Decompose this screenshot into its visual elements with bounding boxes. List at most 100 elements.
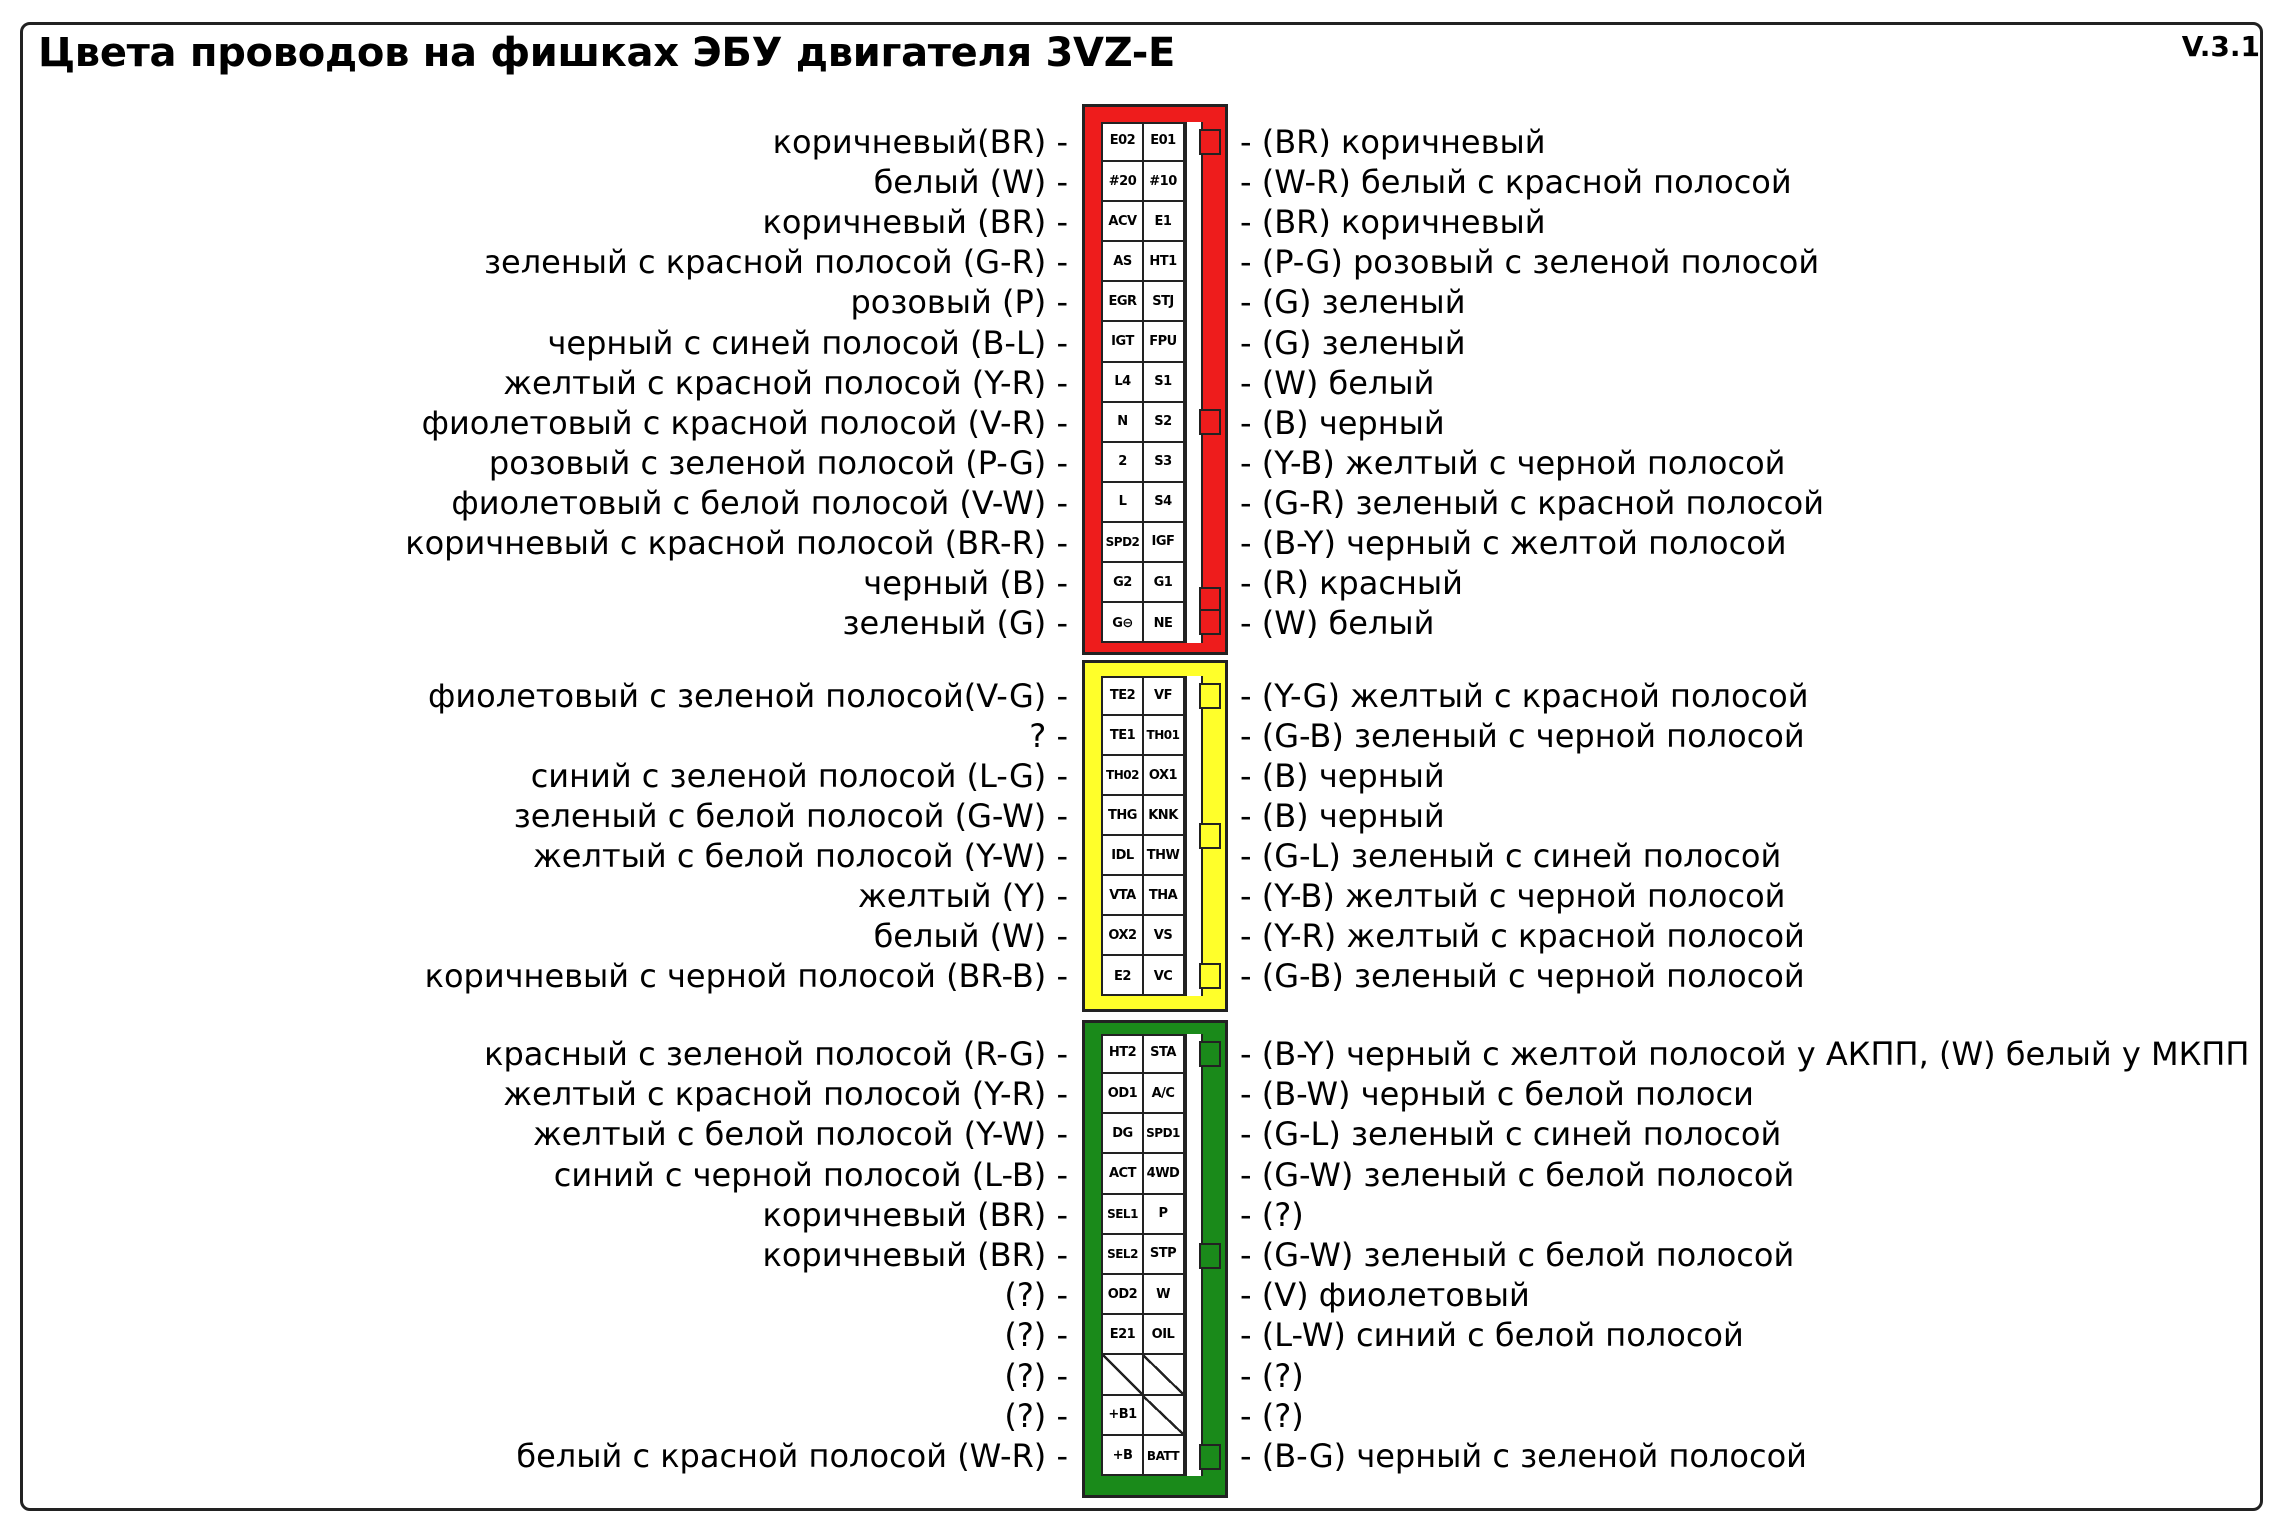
pin-cell: G2: [1103, 563, 1144, 604]
pin-cell: S4: [1143, 483, 1183, 523]
wire-color-label-left: белый (W) -: [873, 917, 1068, 955]
wire-color-label-left: коричневый (BR) -: [762, 1236, 1069, 1274]
pin-cell: G⊖: [1103, 603, 1144, 644]
wire-color-label-right: - (W-R) белый с красной полосой: [1240, 163, 1792, 202]
diagram-frame: [20, 22, 2263, 1511]
pin-cell: E1: [1143, 202, 1183, 243]
pin-cell: IDL: [1103, 836, 1144, 876]
pin-cell: OD1: [1103, 1074, 1144, 1115]
wire-color-label-right: - (G-L) зеленый с синей полосой: [1240, 1115, 1782, 1154]
wire-color-label-right: - (B-Y) черный с желтой полосой у АКПП, …: [1240, 1035, 2250, 1073]
wire-color-label-right: - (B) черный: [1240, 403, 1445, 442]
pin-grid: HT2 STA OD1 A/C DG SPD1 ACT 4WD SEL1 P SEL2 STP OD2 W…: [1101, 1033, 1185, 1477]
wire-color-label-left: (?) -: [1004, 1276, 1068, 1315]
connector-key-notch: [1199, 1041, 1221, 1067]
version-label: V.3.1: [2181, 30, 2260, 63]
wire-color-label-left: синий с черной полосой (L-B) -: [553, 1155, 1068, 1194]
wire-color-label-left: белый (W) -: [873, 163, 1068, 202]
connector-key-notch: [1199, 683, 1221, 709]
pin-cell: E2: [1103, 956, 1144, 996]
pin-cell: +B: [1103, 1435, 1144, 1477]
pin-cell: VTA: [1103, 876, 1144, 916]
wire-color-label-right: - (G-L) зеленый с синей полосой: [1240, 837, 1782, 875]
pin-cell: A/C: [1143, 1074, 1183, 1115]
pin-cell: AS: [1103, 242, 1144, 283]
pin-cell: ACV: [1103, 202, 1144, 243]
wire-color-label-right: - (G-R) зеленый с красной полосой: [1240, 483, 1825, 522]
pin-cell: HT2: [1103, 1033, 1144, 1075]
pin-cell: S3: [1143, 443, 1183, 483]
wire-color-label-right: - (G-W) зеленый с белой полосой: [1240, 1236, 1795, 1274]
wire-color-label-right: - (G) зеленый: [1240, 323, 1466, 362]
wire-color-label-left: зеленый с белой полосой (G-W) -: [513, 797, 1068, 835]
pin-cell: DG: [1103, 1114, 1144, 1155]
pin-cell: THG: [1103, 796, 1144, 836]
connector-latch-rail: [1185, 121, 1203, 644]
wire-color-label-right: - (?): [1240, 1396, 1304, 1435]
wire-color-label-right: - (V) фиолетовый: [1240, 1276, 1530, 1315]
wire-color-label-left: зеленый (G) -: [842, 604, 1068, 643]
pin-cell: E01: [1143, 122, 1183, 163]
pin-cell: KNK: [1143, 796, 1183, 836]
wire-color-label-left: коричневый (BR) -: [762, 203, 1069, 242]
pin-unused: [1143, 1395, 1183, 1436]
wire-color-label-left: желтый с красной полосой (Y-R) -: [503, 1075, 1068, 1114]
wire-color-label-right: - (B-W) черный с белой полоси: [1240, 1075, 1754, 1114]
pin-cell: E02: [1103, 121, 1144, 163]
wire-color-label-left: коричневый (BR) -: [762, 1195, 1069, 1234]
pin-cell: FPU: [1143, 322, 1183, 363]
wire-color-label-left: (?) -: [1004, 1356, 1068, 1395]
wire-color-label-left: синий с зеленой полосой (L-G) -: [530, 757, 1068, 795]
pin-cell: OX1: [1143, 756, 1183, 796]
pin-cell: NE: [1153, 615, 1173, 631]
pin-cell: SEL1: [1103, 1194, 1144, 1235]
pin-cell: STP: [1143, 1235, 1183, 1276]
wire-color-label-left: желтый с белой полосой (Y-W) -: [532, 1115, 1068, 1154]
wire-color-label-right: - (B-Y) черный с желтой полосой: [1240, 524, 1787, 562]
wire-color-label-right: - (R) красный: [1240, 564, 1463, 603]
pin-cell: 2: [1103, 442, 1144, 483]
connector-key-notch: [1199, 609, 1221, 635]
wire-color-label-left: (?) -: [1004, 1316, 1068, 1355]
wire-color-label-right: - (?): [1240, 1195, 1304, 1234]
wire-color-label-right: - (Y-R) желтый с красной полосой: [1240, 917, 1805, 955]
pin-cell: THW: [1143, 836, 1183, 876]
wire-color-label-right: - (Y-G) желтый с красной полосой: [1240, 677, 1809, 715]
pin-cell: VC: [1153, 968, 1173, 984]
wire-color-label-right: - (B) черный: [1240, 757, 1445, 795]
pin-cell: N: [1103, 402, 1144, 443]
pin-cell: IGF: [1143, 523, 1183, 564]
connector-key-notch: [1199, 823, 1221, 849]
wire-color-label-left: желтый (Y) -: [857, 877, 1068, 915]
pin-cell: TH02: [1103, 756, 1144, 796]
yellow-connector: TE2 VF TE1 TH01 TH02 OX1 THG KNK IDL THW VTA THA OX2…: [1082, 660, 1228, 1012]
pin-cell: VS: [1143, 916, 1183, 956]
pin-unused: [1143, 1355, 1183, 1396]
page-title: Цвета проводов на фишках ЭБУ двигателя 3…: [38, 30, 1176, 76]
wire-color-label-left: розовый с зеленой полосой (P-G) -: [488, 443, 1068, 482]
wire-color-label-left: черный с синей полосой (B-L) -: [547, 323, 1068, 362]
wire-color-label-right: - (?): [1240, 1356, 1304, 1395]
pin-cell: OX2: [1103, 916, 1144, 956]
wire-color-label-right: - (W) белый: [1240, 604, 1435, 643]
pin-cell: SEL2: [1103, 1234, 1144, 1276]
pin-cell: E21: [1103, 1315, 1144, 1356]
wire-color-label-left: красный с зеленой полосой (R-G) -: [484, 1035, 1068, 1073]
wire-color-label-right: - (BR) коричневый: [1240, 123, 1546, 161]
pin-cell: L: [1103, 482, 1144, 523]
wire-color-label-right: - (BR) коричневый: [1240, 203, 1546, 242]
pin-cell: P: [1143, 1195, 1183, 1235]
wire-color-label-left: фиолетовый с зеленой полосой(V-G) -: [428, 677, 1068, 715]
wire-color-label-right: - (W) белый: [1240, 363, 1435, 402]
connector-key-notch: [1199, 963, 1221, 989]
pin-cell: THA: [1143, 876, 1183, 916]
wire-color-label-left: розовый (P) -: [850, 283, 1068, 322]
pin-cell: STA: [1143, 1034, 1183, 1075]
pin-cell: #20: [1103, 162, 1144, 203]
wire-color-label-left: коричневый(BR) -: [772, 123, 1068, 161]
wire-color-label-left: ? -: [1029, 717, 1068, 755]
pin-grid: E02 E01 #20 #10 ACV E1 AS HT1 EGR STJ IGT FPU L4 S1 N S…: [1101, 121, 1185, 644]
wire-color-label-right: - (Y-B) желтый с черной полосой: [1240, 877, 1786, 915]
pin-cell: L4: [1103, 362, 1144, 403]
green-connector: HT2 STA OD1 A/C DG SPD1 ACT 4WD SEL1 P SEL2 STP OD2 W…: [1082, 1020, 1228, 1498]
